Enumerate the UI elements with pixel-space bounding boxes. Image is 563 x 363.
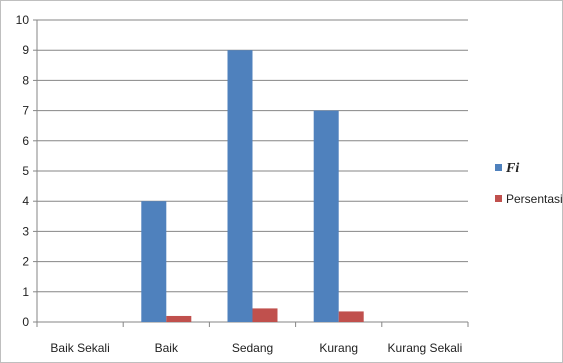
legend-swatch: [495, 164, 502, 171]
y-tick-label: 6: [22, 134, 29, 148]
y-tick-label: 8: [22, 73, 29, 87]
bar-persentasi-sedang: [252, 308, 278, 322]
legend-label: Persentasi: [506, 192, 563, 206]
bar-fi-kurang: [313, 110, 339, 322]
legend-swatch: [495, 195, 502, 202]
y-tick-label: 7: [22, 104, 29, 118]
bar-persentasi-baik: [166, 315, 192, 322]
y-tick-label: 4: [22, 194, 29, 208]
category-labels: Baik Sekali Baik Sedang Kurang Kurang Sekali: [50, 341, 462, 355]
y-tick-label: 9: [22, 43, 29, 57]
category-label: Baik Sekali: [50, 341, 109, 355]
category-label: Sedang: [232, 341, 273, 355]
y-tick-label: 10: [16, 13, 30, 27]
bar-fi-sedang: [227, 50, 253, 322]
y-tick-labels: 0 1 2 3 4 5 6 7 8 9 10: [16, 13, 30, 329]
category-label: Kurang: [319, 341, 358, 355]
legend: Fi Persentasi: [495, 161, 563, 206]
bar-fi-baik: [141, 201, 167, 322]
category-label: Baik: [155, 341, 179, 355]
legend-label: Fi: [505, 161, 519, 176]
bar-persentasi-kurang: [338, 311, 364, 322]
category-label: Kurang Sekali: [388, 341, 463, 355]
y-tick-label: 2: [22, 255, 29, 269]
y-tick-label: 5: [22, 164, 29, 178]
bars: [141, 50, 364, 322]
y-tick-label: 1: [22, 285, 29, 299]
y-tick-label: 3: [22, 224, 29, 238]
y-tick-label: 0: [22, 315, 29, 329]
